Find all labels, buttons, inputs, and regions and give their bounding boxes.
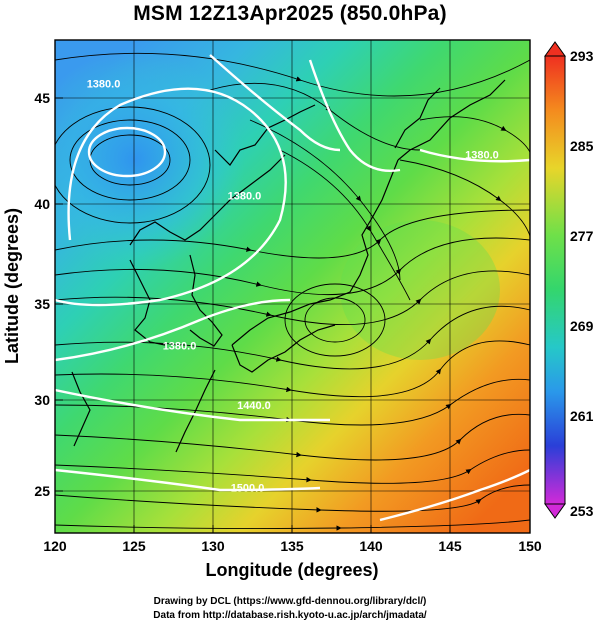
streamline [55,209,530,259]
streamline [55,449,530,484]
contour-1500 [55,468,321,492]
y-tick-label: 35 [34,296,50,312]
y-tick-label: 30 [34,392,50,408]
x-tick-label: 145 [438,538,462,554]
x-tick-label: 135 [280,538,304,554]
streamline-low-ring3 [55,106,211,224]
streamline [55,340,530,398]
colorbar-tick-label: 277 [570,228,594,244]
coastline-korea-north [129,154,286,246]
contour-1440 [55,388,330,422]
coastline-korea-peninsula [189,254,223,347]
credit-data-source: Data from http://database.rish.kyoto-u.a… [153,610,427,621]
colorbar-tick-label: 253 [570,503,594,519]
y-tick-label: 40 [34,196,50,212]
colorbar-top-arrow [544,41,566,57]
x-tick-label: 130 [201,538,225,554]
contour-1380-west [55,87,287,307]
map-plot-area: 1380.0 1380.0 1380.0 1380.0 1440.0 1500.… [55,40,530,533]
credit-drawing: Drawing by DCL (https://www.gfd-dennou.o… [153,596,427,607]
y-axis: 45 40 35 30 25 Latitude (degrees) [2,90,63,499]
streamline [55,484,530,513]
colorbar-tick-label: 285 [570,138,594,154]
streamline [399,159,530,260]
coastline-sakhalin [394,87,441,149]
streamline-low-ring2 [69,119,191,201]
map-title: MSM 12Z13Apr2025 (850.0hPa) [133,2,447,25]
contour-label: 1380.0 [465,149,499,161]
y-axis-label: Latitude (degrees) [2,208,22,364]
coastline-china-south [71,371,91,447]
contour-1380-south [55,298,291,362]
coastline-ryukyu [175,369,216,453]
contour-label: 1380.0 [163,341,197,353]
streamline [55,519,530,531]
x-axis: 120 125 130 135 140 145 150 Longitude (d… [43,525,542,580]
contour-labels: 1380.0 1380.0 1380.0 1380.0 1440.0 1500.… [87,78,499,494]
contour-label: 1380.0 [228,191,262,203]
colorbar-bottom-arrow [544,503,566,519]
contour-label: 1380.0 [87,78,121,90]
contour-label: 1500.0 [231,483,265,495]
colorbar-scale [544,55,566,505]
contour-inner-low [87,126,167,178]
x-tick-label: 140 [359,538,383,554]
streamline [55,52,530,97]
streamline [249,119,401,281]
y-tick-label: 25 [34,483,50,499]
contour-1380-east [419,148,530,163]
colorbar: 293 285 277 269 261 253 [544,41,594,519]
x-tick-label: 150 [518,538,542,554]
contour-1380-north2 [308,59,401,172]
contour-1380-north [209,54,341,152]
streamline [419,116,530,170]
streamline [55,270,530,326]
height-contours [55,54,530,522]
coastline-china-east [129,259,166,346]
x-axis-label: Longitude (degrees) [205,560,378,580]
colorbar-tick-label: 293 [570,48,594,64]
streamline [55,413,530,461]
x-tick-label: 120 [43,538,67,554]
contour-1500-east [379,468,530,522]
wind-streamlines [55,52,530,531]
colorbar-tick-label: 261 [570,408,594,424]
contour-label: 1440.0 [237,400,271,412]
streamline [55,237,530,296]
colorbar-tick-label: 269 [570,318,594,334]
coastline-russia [214,104,316,166]
x-tick-label: 125 [122,538,146,554]
mild-air-patch [340,220,500,360]
y-tick-label: 45 [34,90,50,106]
